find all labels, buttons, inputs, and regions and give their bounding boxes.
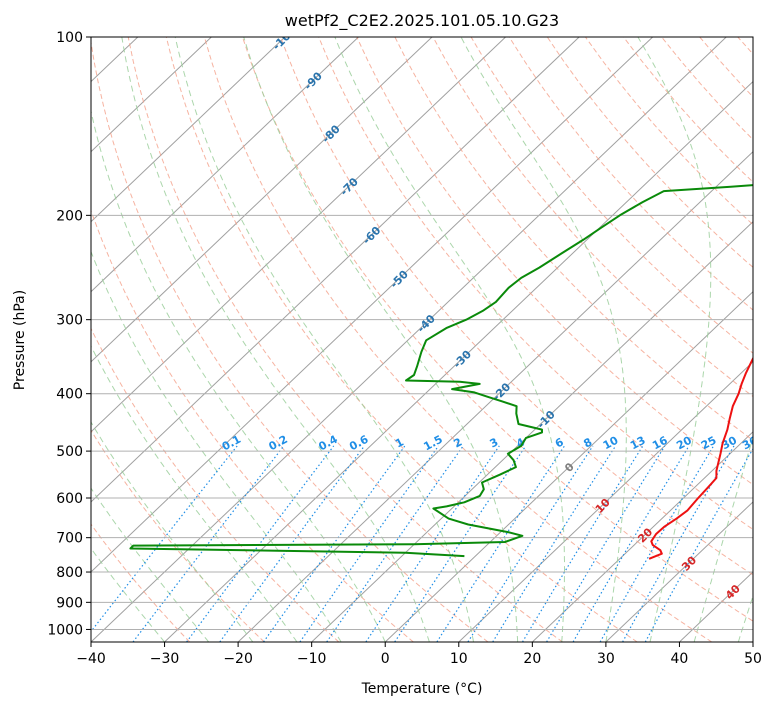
moist-adiabat-line [91, 250, 342, 642]
mixing-ratio-line [644, 447, 753, 642]
y-tick-label: 700 [56, 531, 83, 547]
isotherm-line [91, 37, 433, 363]
moist-adiabat-line [174, 37, 474, 642]
y-tick-label: 400 [56, 387, 83, 403]
moist-adiabat-line [91, 109, 386, 642]
mixing-ratio-line [132, 445, 285, 642]
temperature-profile-line [648, 356, 753, 560]
dry-adiabat-line [91, 39, 489, 642]
dewpoint-profile-line [129, 184, 753, 558]
mixing-ratio-label: 10 [601, 434, 621, 453]
moist-adiabat-line [121, 37, 430, 642]
x-axis-ticks: −40 −30 −20 −10 0 10 20 30 40 50 [76, 642, 762, 667]
y-tick-label: 200 [56, 208, 83, 224]
moist-adiabat-line [460, 37, 627, 642]
x-tick-label: 0 [381, 651, 390, 667]
mixing-ratio-line [91, 445, 238, 633]
pressure-grid-lines [91, 37, 753, 630]
dry-adiabat-line [242, 37, 753, 622]
mixing-ratio-line [365, 445, 500, 642]
mixing-ratio-label: 13 [628, 434, 648, 453]
mixing-ratio-labels: 0.1 0.2 0.4 0.6 1 1.5 2 3 4 6 8 10 13 16 20 25 30 36 [220, 433, 760, 454]
mixing-ratio-label: 16 [650, 434, 670, 453]
plot-frame [90, 36, 754, 643]
moist-adiabat-line [91, 547, 165, 642]
plot-area: -100-90-80-70-60-50-40-30-20-10010203040… [91, 37, 760, 642]
dry-adiabat-line [91, 209, 414, 642]
y-tick-label: 100 [56, 30, 83, 46]
isotherm-line [91, 37, 286, 223]
isotherm-line [91, 37, 212, 153]
moist-adiabat-line [243, 37, 519, 642]
x-tick-label: −20 [223, 651, 253, 667]
mixing-ratio-label: 20 [674, 434, 694, 453]
mixing-ratio-line [394, 445, 527, 642]
mixing-ratio-lines [91, 445, 753, 642]
moist-adiabat-line [91, 345, 298, 642]
moist-adiabat-line [637, 37, 712, 642]
mixing-ratio-line [299, 445, 439, 642]
mixing-ratio-label: 25 [699, 434, 719, 453]
isotherm-line [91, 37, 727, 642]
y-tick-label: 900 [56, 595, 83, 611]
dry-adiabat-line [356, 37, 753, 486]
y-tick-label: 1000 [47, 622, 83, 638]
x-tick-label: 40 [671, 651, 689, 667]
x-tick-label: 10 [450, 651, 468, 667]
mixing-ratio-line [326, 445, 464, 642]
dry-adiabat-line [318, 37, 753, 531]
moist-adiabat-line [91, 421, 254, 642]
dry-adiabat-line [165, 37, 638, 642]
y-tick-label: 500 [56, 444, 83, 460]
mixing-ratio-label: 36 [740, 434, 760, 453]
dry-adiabat-line [470, 37, 753, 354]
dry-adiabat-line [91, 523, 191, 642]
x-tick-label: 20 [523, 651, 541, 667]
x-tick-label: 30 [597, 651, 615, 667]
mixing-ratio-line [572, 445, 690, 642]
moist-adiabat-line [737, 594, 753, 642]
y-tick-label: 300 [56, 313, 83, 329]
x-tick-label: −40 [76, 651, 106, 667]
dry-adiabat-line [432, 37, 753, 398]
mixing-ratio-line [263, 445, 406, 642]
x-tick-label: −10 [297, 651, 327, 667]
isotherm-line [237, 150, 753, 642]
isotherm-line [91, 37, 359, 293]
isotherm-line [531, 431, 753, 642]
mixing-ratio-line [492, 445, 617, 642]
y-tick-label: 600 [56, 491, 83, 507]
moist-adiabat-lines [91, 37, 753, 642]
isotherm-line [458, 361, 753, 642]
y-tick-label: 800 [56, 565, 83, 581]
mixing-ratio-line [186, 445, 335, 642]
moist-adiabat-line [334, 37, 565, 642]
mixing-ratio-line [546, 445, 666, 642]
dry-adiabat-lines [91, 37, 753, 642]
moist-adiabat-line [693, 435, 753, 642]
isotherm-line [384, 291, 753, 642]
moist-adiabat-line [91, 487, 210, 642]
isotherm-line [91, 37, 654, 573]
sounding-profiles [129, 184, 753, 560]
dry-adiabat-line [203, 37, 713, 642]
y-axis-label: Pressure (hPa) [12, 290, 28, 390]
mixing-ratio-line [467, 445, 594, 642]
y-axis-ticks: 100 200 300 400 500 600 700 800 900 1000 [47, 30, 91, 638]
mixing-ratio-line [521, 445, 644, 642]
x-tick-label: 50 [744, 651, 762, 667]
x-tick-label: −30 [150, 651, 180, 667]
dry-adiabat-line [91, 429, 265, 642]
mixing-ratio-line [436, 445, 565, 642]
isotherm-line [605, 501, 753, 642]
x-axis-label: Temperature (°C) [361, 681, 483, 697]
chart-title: wetPf2_C2E2.2025.101.05.10.G23 [285, 11, 559, 31]
isotherm-line [91, 37, 506, 433]
isotherm-line [91, 37, 580, 503]
